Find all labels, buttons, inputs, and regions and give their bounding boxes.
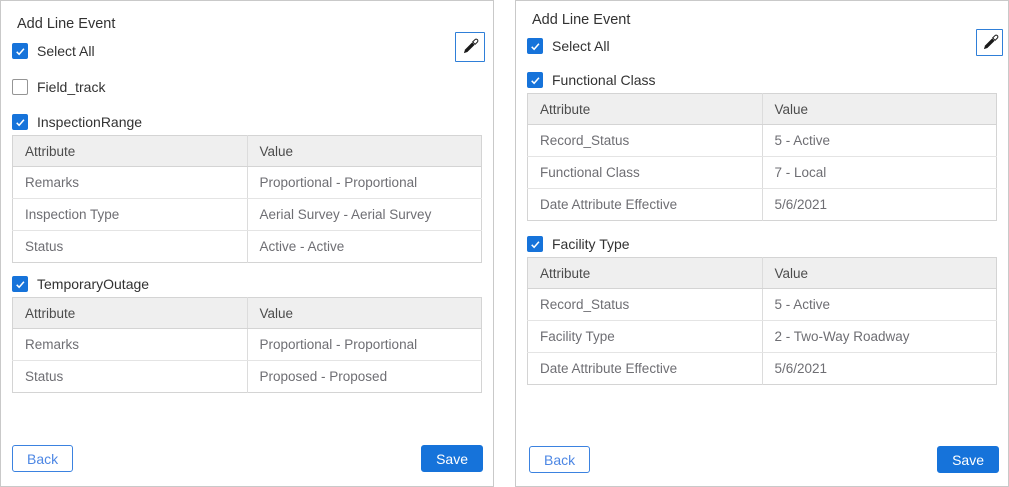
value-cell: Proposed - Proposed — [246, 360, 482, 393]
footer-button-bar: Back Save — [529, 446, 999, 473]
table-row: Facility Type 2 - Two-Way Roadway — [527, 320, 997, 353]
table-row: Status Proposed - Proposed — [13, 360, 482, 393]
layer-checkbox-row-facility-type: Facility Type — [527, 236, 997, 252]
temporary-outage-attribute-table: Attribute Value Remarks Proportional - P… — [12, 297, 482, 393]
table-row: Functional Class 7 - Local — [527, 156, 997, 189]
checkmark-icon — [15, 280, 25, 288]
attribute-cell: Facility Type — [527, 320, 762, 353]
table-row: Remarks Proportional - Proportional — [12, 166, 482, 199]
table-row: Inspection Type Aerial Survey - Aerial S… — [12, 198, 482, 231]
checkmark-icon — [530, 42, 540, 50]
value-cell: Active - Active — [246, 230, 482, 263]
value-cell: Proportional - Proportional — [246, 328, 482, 361]
page-title: Add Line Event — [17, 16, 116, 32]
checkmark-icon — [15, 118, 25, 126]
eyedropper-button[interactable] — [976, 29, 1003, 56]
value-cell: 5/6/2021 — [761, 352, 997, 385]
table-header-row: Attribute Value — [12, 135, 482, 167]
eyedropper-icon — [983, 34, 998, 49]
footer-button-bar: Back Save — [12, 445, 483, 472]
table-row: Date Attribute Effective 5/6/2021 — [528, 352, 997, 385]
layer-checkbox-row-inspection-range: InspectionRange — [12, 114, 482, 130]
attribute-cell: Record_Status — [527, 288, 762, 321]
checkmark-icon — [530, 240, 540, 248]
value-cell: Proportional - Proportional — [246, 166, 482, 199]
field-track-label[interactable]: Field_track — [37, 79, 106, 95]
column-header-attribute: Attribute — [527, 93, 762, 125]
column-header-value: Value — [761, 257, 997, 289]
column-header-attribute: Attribute — [12, 297, 247, 329]
facility-type-checkbox[interactable] — [527, 236, 543, 252]
layer-checkbox-row-temporary-outage: TemporaryOutage — [12, 276, 482, 292]
attribute-cell: Date Attribute Effective — [540, 197, 678, 212]
attribute-cell: Inspection Type — [12, 198, 247, 231]
add-line-event-panel-right: Add Line Event Select All Functional Cla… — [515, 0, 1009, 487]
value-cell: 5 - Active — [761, 288, 997, 321]
inspection-range-label[interactable]: InspectionRange — [37, 114, 143, 130]
select-all-checkbox[interactable] — [12, 43, 28, 59]
select-all-checkbox-row: Select All — [12, 43, 482, 59]
page-title: Add Line Event — [532, 12, 631, 28]
inspection-range-checkbox[interactable] — [12, 114, 28, 130]
functional-class-attribute-table: Attribute Value Record_Status 5 - Active… — [527, 93, 997, 221]
back-button[interactable]: Back — [529, 446, 591, 473]
select-all-checkbox[interactable] — [527, 38, 543, 54]
add-line-event-panel-left: Add Line Event Select All Field_track In… — [0, 0, 494, 487]
value-cell: 2 - Two-Way Roadway — [761, 320, 997, 353]
column-header-value: Value — [761, 93, 997, 125]
table-row: Record_Status 5 - Active — [527, 124, 997, 157]
column-header-value: Value — [246, 135, 482, 167]
save-button[interactable]: Save — [937, 446, 999, 473]
layer-checkbox-row-field-track: Field_track — [12, 79, 482, 95]
facility-type-attribute-table: Attribute Value Record_Status 5 - Active… — [527, 257, 997, 385]
table-header-row: Attribute Value — [12, 297, 482, 329]
attribute-cell: Status — [25, 369, 64, 384]
value-cell: 5/6/2021 — [761, 188, 997, 221]
select-all-checkbox-row: Select All — [527, 38, 997, 54]
table-header-row: Attribute Value — [527, 93, 997, 125]
attribute-cell: Remarks — [12, 328, 247, 361]
column-header-attribute: Attribute — [527, 257, 762, 289]
save-button[interactable]: Save — [421, 445, 483, 472]
value-cell: 7 - Local — [761, 156, 997, 189]
table-header-row: Attribute Value — [527, 257, 997, 289]
field-track-checkbox[interactable] — [12, 79, 28, 95]
checkmark-icon — [15, 47, 25, 55]
eyedropper-button[interactable] — [455, 32, 485, 62]
select-all-label[interactable]: Select All — [37, 43, 95, 59]
table-row: Remarks Proportional - Proportional — [12, 328, 482, 361]
column-header-value: Value — [246, 297, 482, 329]
layer-checkbox-row-functional-class: Functional Class — [527, 72, 997, 88]
temporary-outage-checkbox[interactable] — [12, 276, 28, 292]
table-row: Status Active - Active — [13, 230, 482, 263]
attribute-cell: Record_Status — [527, 124, 762, 157]
value-cell: Aerial Survey - Aerial Survey — [246, 198, 482, 231]
attribute-cell: Functional Class — [527, 156, 762, 189]
temporary-outage-label[interactable]: TemporaryOutage — [37, 276, 150, 292]
table-row: Record_Status 5 - Active — [527, 288, 997, 321]
back-button[interactable]: Back — [12, 445, 74, 472]
functional-class-checkbox[interactable] — [527, 72, 543, 88]
column-header-attribute: Attribute — [12, 135, 247, 167]
value-cell: 5 - Active — [761, 124, 997, 157]
checkmark-icon — [530, 76, 540, 84]
attribute-cell: Remarks — [12, 166, 247, 199]
functional-class-label[interactable]: Functional Class — [552, 72, 656, 88]
attribute-cell: Status — [25, 239, 64, 254]
table-row: Date Attribute Effective 5/6/2021 — [528, 188, 997, 221]
eyedropper-icon — [463, 38, 479, 54]
facility-type-label[interactable]: Facility Type — [552, 236, 630, 252]
select-all-label[interactable]: Select All — [552, 38, 610, 54]
inspection-range-attribute-table: Attribute Value Remarks Proportional - P… — [12, 135, 482, 263]
attribute-cell: Date Attribute Effective — [540, 361, 678, 376]
